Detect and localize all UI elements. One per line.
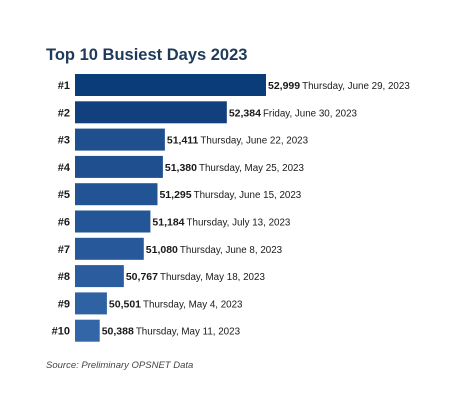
rank-label: #7 [58, 244, 70, 256]
value-label: 51,080 [146, 244, 178, 256]
date-label: Thursday, May 11, 2023 [136, 327, 241, 338]
value-label: 51,295 [159, 189, 191, 201]
value-label: 51,411 [167, 135, 199, 147]
date-label: Thursday, June 15, 2023 [194, 190, 302, 201]
rank-label: #4 [58, 162, 71, 174]
rank-label: #6 [58, 217, 70, 229]
bar [75, 292, 107, 315]
bar [75, 265, 124, 288]
date-label: Thursday, June 8, 2023 [180, 245, 283, 256]
value-label: 50,501 [109, 298, 141, 310]
source-note: Source: Preliminary OPSNET Data [46, 360, 194, 371]
rank-label: #9 [58, 298, 70, 310]
date-label: Thursday, July 13, 2023 [187, 218, 291, 229]
bar [75, 128, 165, 151]
value-label: 51,184 [152, 217, 184, 229]
chart-title: Top 10 Busiest Days 2023 [46, 46, 248, 64]
rank-label: #2 [58, 107, 70, 119]
date-label: Thursday, June 29, 2023 [302, 81, 410, 92]
rank-label: #10 [52, 326, 70, 338]
bar [75, 237, 144, 260]
value-label: 50,388 [102, 326, 134, 338]
date-label: Thursday, May 25, 2023 [199, 163, 304, 174]
date-label: Thursday, May 18, 2023 [160, 272, 265, 283]
bar [75, 319, 100, 342]
bar [75, 155, 163, 178]
rank-label: #5 [58, 189, 70, 201]
value-label: 50,767 [126, 271, 158, 283]
value-label: 51,380 [165, 162, 197, 174]
bar [75, 183, 158, 206]
date-label: Friday, June 30, 2023 [263, 108, 358, 119]
value-label: 52,384 [229, 107, 261, 119]
bar [75, 74, 266, 96]
value-label: 52,999 [268, 80, 300, 92]
rank-label: #1 [58, 80, 70, 92]
rank-label: #3 [58, 135, 70, 147]
bar [75, 101, 227, 124]
rank-label: #8 [58, 271, 70, 283]
date-label: Thursday, May 4, 2023 [143, 299, 243, 310]
bar [75, 210, 151, 233]
date-label: Thursday, June 22, 2023 [200, 136, 308, 147]
